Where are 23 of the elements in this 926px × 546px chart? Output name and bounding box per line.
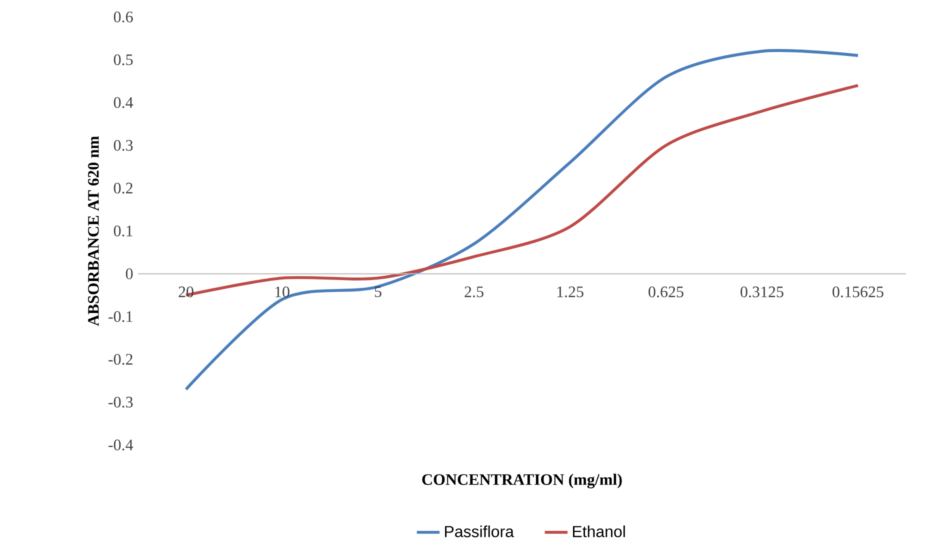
x-tick-label: 1.25 (557, 286, 584, 298)
x-tick-label: 0.3125 (740, 286, 784, 298)
x-tick-label: 20 (178, 286, 194, 298)
y-tick-label: -0.2 (108, 354, 132, 365)
x-tick-label: 0.625 (648, 286, 684, 298)
y-tick-label: 0.4 (114, 97, 134, 108)
x-tick-label: 2.5 (464, 286, 484, 298)
y-tick-label: 0.5 (114, 54, 133, 66)
y-tick-label: -0.4 (108, 440, 134, 450)
y-tick-label: -0.1 (108, 311, 132, 322)
y-axis-title: ABSORBANCE AT 620 nm (88, 136, 99, 326)
y-tick-label: 0.3 (114, 140, 133, 151)
y-tick-label: 0.2 (114, 182, 132, 194)
legend-label: Ethanol (572, 525, 625, 538)
y-tick-label: 0 (126, 268, 133, 280)
y-tick-label: 0.6 (114, 12, 133, 22)
x-tick-label: 5 (374, 286, 382, 298)
legend-label: Passiflora (445, 525, 514, 538)
y-tick-label: 0.1 (114, 226, 132, 236)
x-axis-title: CONCENTRATION (mg/ml) (422, 474, 622, 488)
x-tick-label: 0.15625 (832, 286, 884, 298)
y-tick-label: -0.3 (108, 396, 133, 408)
x-tick-label: 10 (275, 286, 290, 298)
